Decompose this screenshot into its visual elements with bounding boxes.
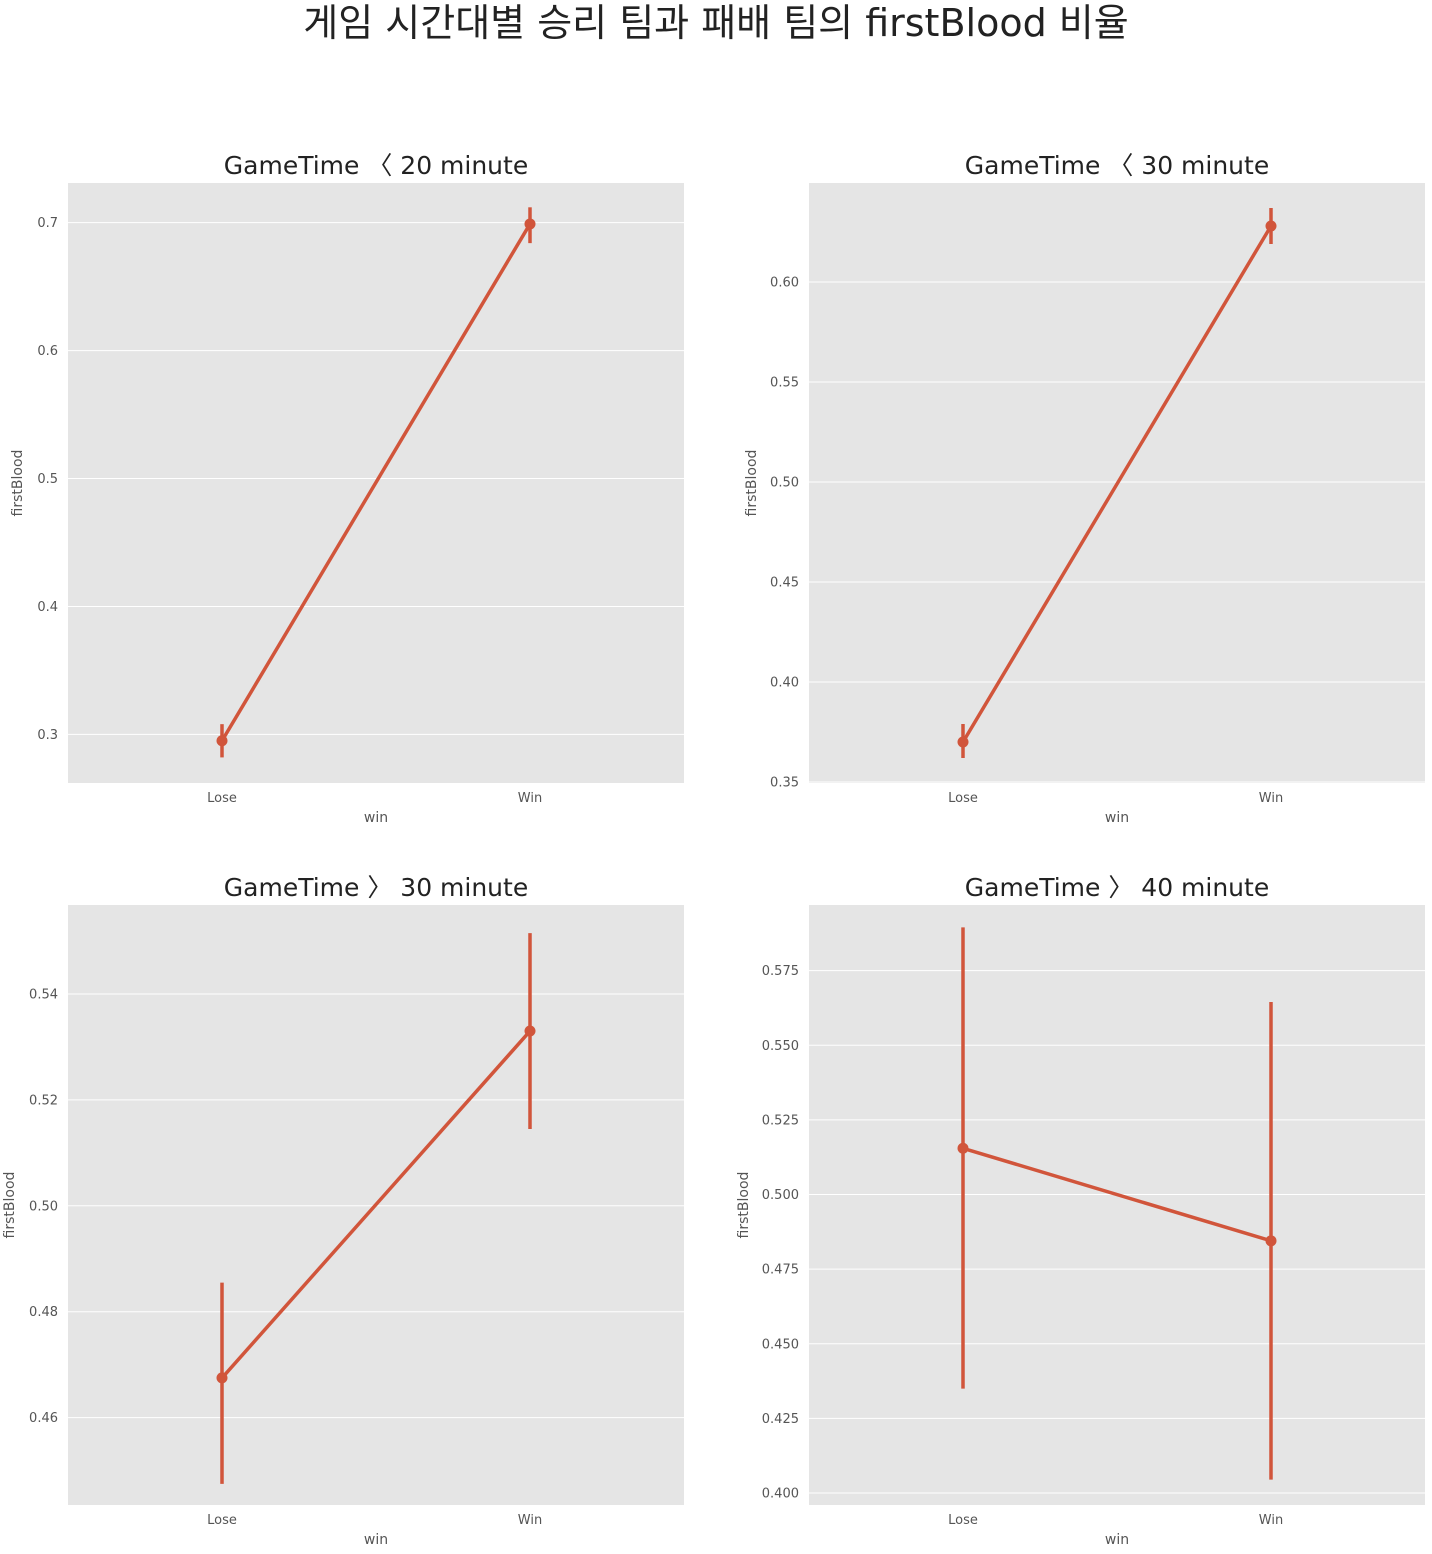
- y-tick-label: 0.500: [762, 1188, 799, 1203]
- data-point: [1265, 220, 1277, 232]
- y-tick-label: 0.5: [37, 472, 58, 487]
- y-tick-label: 0.35: [770, 776, 799, 791]
- x-tick-label: Lose: [948, 1513, 978, 1528]
- series-line: [961, 225, 1273, 743]
- data-point: [957, 736, 969, 748]
- subplot-2: 0.35 0.40 0.45 0.50 0.55 0.60 Lose Win win firstB…: [744, 151, 1425, 826]
- y-axis-label: firstBlood: [744, 450, 760, 517]
- y-tick-label: 0.7: [37, 216, 58, 231]
- x-tick-label: Lose: [207, 791, 237, 806]
- y-tick-label: 0.60: [770, 276, 799, 291]
- x-tick-label: Win: [1259, 1513, 1283, 1528]
- data-point: [957, 1142, 969, 1154]
- y-tick-label: 0.575: [762, 964, 799, 979]
- x-axis-label: win: [1105, 1532, 1129, 1548]
- x-axis-label: win: [364, 810, 388, 826]
- x-axis-label: win: [1105, 810, 1129, 826]
- x-tick-label: Lose: [948, 791, 978, 806]
- subplot-title: GameTime 〈 20 minute: [224, 151, 528, 180]
- y-tick-label: 0.45: [770, 576, 799, 591]
- y-tick-label: 0.475: [762, 1263, 799, 1278]
- y-axis-label: firstBlood: [2, 1172, 18, 1239]
- y-tick-label: 0.50: [770, 476, 799, 491]
- y-tick-label: 0.550: [762, 1039, 799, 1054]
- y-tick-label: 0.55: [770, 376, 799, 391]
- y-axis-label: firstBlood: [10, 450, 26, 517]
- y-tick-label: 0.52: [29, 1093, 58, 1108]
- data-point: [216, 1372, 228, 1384]
- data-point: [524, 1025, 536, 1037]
- plot-background: [809, 905, 1425, 1505]
- y-tick-label: 0.4: [37, 600, 58, 615]
- data-point: [524, 218, 536, 230]
- x-tick-label: Win: [518, 1513, 542, 1528]
- subplot-title: GameTime 〉 40 minute: [965, 873, 1269, 902]
- subplot-3: 0.46 0.48 0.50 0.52 0.54 Lose Win win firstBlood…: [2, 873, 684, 1548]
- y-tick-label: 0.48: [29, 1305, 58, 1320]
- y-tick-label: 0.46: [29, 1411, 58, 1426]
- series-line: [220, 1029, 532, 1380]
- y-tick-label: 0.6: [37, 344, 58, 359]
- y-tick-label: 0.50: [29, 1199, 58, 1214]
- figure-title: 게임 시간대별 승리 팀과 패배 팀의 firstBlood 비율: [303, 1, 1129, 45]
- data-point: [1265, 1235, 1277, 1247]
- x-axis-label: win: [364, 1532, 388, 1548]
- data-point: [216, 735, 228, 747]
- y-tick-label: 0.400: [762, 1487, 799, 1502]
- subplot-title: GameTime 〉 30 minute: [224, 873, 528, 902]
- y-tick-label: 0.450: [762, 1337, 799, 1352]
- x-tick-label: Win: [518, 791, 542, 806]
- x-tick-label: Win: [1259, 791, 1283, 806]
- y-tick-label: 0.525: [762, 1113, 799, 1128]
- subplot-title: GameTime 〈 30 minute: [965, 151, 1269, 180]
- subplot-4: 0.400 0.425 0.450 0.475 0.500 0.525 0.550 0.575…: [736, 873, 1425, 1548]
- series-line: [962, 1146, 1272, 1243]
- y-tick-label: 0.425: [762, 1412, 799, 1427]
- y-tick-label: 0.40: [770, 676, 799, 691]
- x-tick-label: Lose: [207, 1513, 237, 1528]
- y-tick-label: 0.54: [29, 987, 58, 1002]
- subplot-1: 0.3 0.4 0.5 0.6 0.7 Lose Win win firstBlood GameT…: [10, 151, 684, 826]
- y-tick-label: 0.3: [37, 728, 58, 743]
- y-axis-label: firstBlood: [736, 1172, 752, 1239]
- series-line: [220, 223, 532, 742]
